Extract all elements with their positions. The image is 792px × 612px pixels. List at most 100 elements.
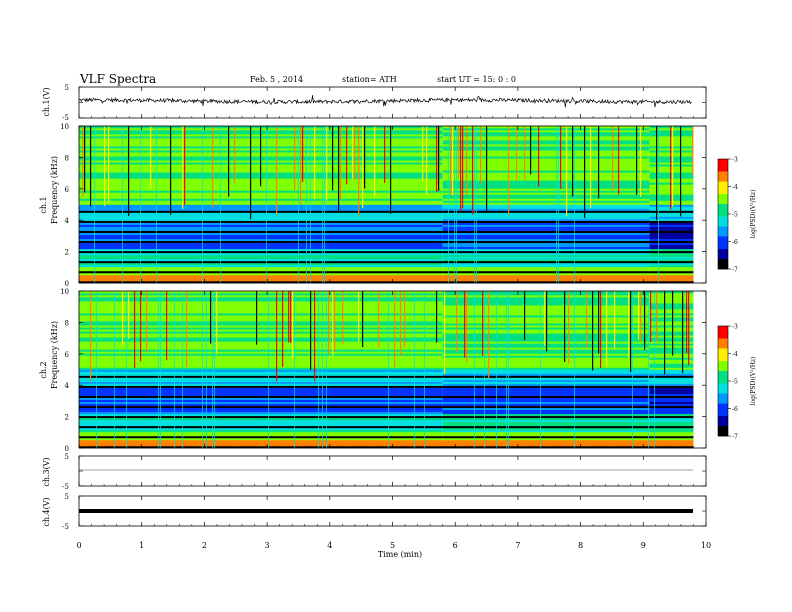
spectrogram-band [649, 134, 694, 137]
colorbar-segment [718, 221, 728, 225]
spectrogram-band [442, 200, 650, 203]
spectrogram-band [649, 409, 694, 413]
freq-tick-label: 8 [65, 319, 69, 327]
spectrogram-band [649, 315, 694, 318]
spectrogram-band [649, 443, 694, 447]
spectrogram-band [649, 174, 694, 177]
sferic-streak [288, 291, 290, 343]
spectrogram-band [442, 248, 650, 252]
spectrogram-band [442, 220, 650, 223]
sferic-streak [658, 126, 659, 283]
colorbar-tick-label: -7 [732, 267, 738, 274]
spectrogram-band [442, 184, 650, 187]
x-tick-label: 1 [139, 541, 144, 550]
colorbar-segment [718, 388, 728, 392]
spectrogram-band [649, 397, 694, 400]
spectrogram-band [649, 220, 694, 223]
spectrogram-band [442, 166, 650, 169]
spectrogram-band [79, 441, 443, 445]
spectrogram-band [442, 397, 650, 400]
spectrogram-band [649, 353, 694, 356]
spectrogram-band [442, 192, 650, 195]
sferic-streak [568, 291, 570, 364]
spectrogram-band [79, 236, 443, 240]
ch2-colorbar-label: log(PSD)(V²/Hz) [750, 357, 757, 406]
colorbar-segment [718, 401, 728, 404]
spectrogram-band [649, 323, 694, 326]
colorbar-segment [718, 161, 728, 165]
spectrogram-band [649, 264, 694, 268]
spectrogram-band [442, 228, 650, 231]
sferic-streak [688, 291, 690, 366]
colorbar-segment [718, 373, 728, 377]
colorbar-segment [718, 166, 728, 170]
spectrogram-band [442, 202, 650, 205]
sferic-streak [260, 126, 262, 187]
spectrogram-band [79, 270, 443, 274]
spectrogram-band [79, 423, 443, 427]
spectrogram-band [442, 272, 650, 276]
spectrogram-band [79, 329, 443, 332]
spectrogram-band [442, 156, 650, 159]
sferic-streak [150, 126, 152, 189]
spectrogram-band [442, 180, 650, 183]
spectrogram-band [649, 439, 694, 443]
spectrogram-band [649, 194, 694, 197]
spectrogram-band [649, 419, 694, 423]
spectrogram-band [79, 214, 443, 217]
spectrogram-band [442, 152, 650, 155]
colorbar-segment [718, 266, 728, 270]
spectrogram-band [442, 238, 650, 242]
spectrogram-band [442, 433, 650, 437]
sferic-streak [104, 126, 106, 206]
colorbar-segment [718, 236, 728, 240]
sferic-streak [452, 126, 454, 196]
spectrogram-band [79, 419, 443, 423]
spectrogram-band [442, 150, 650, 153]
colorbar-segment [718, 366, 728, 369]
sferic-streak [338, 126, 340, 212]
spectrogram-band [649, 381, 694, 384]
spectrogram-band [79, 276, 443, 280]
spectrogram-band [79, 383, 443, 386]
x-tick-label: 7 [515, 541, 520, 550]
colorbar-segment [718, 433, 728, 437]
spectrogram-band [442, 204, 650, 207]
spectrogram-band [79, 399, 443, 402]
colorbar-tick-label: -6 [732, 239, 738, 246]
colorbar-segment [718, 261, 728, 265]
spectrogram-band [649, 351, 694, 354]
ch2-spec-channel-label: ch.2 [39, 361, 48, 378]
spectrogram-band [649, 371, 694, 374]
spectrogram-band [649, 377, 694, 380]
sferic-streak [414, 291, 415, 448]
spectrogram-band [649, 327, 694, 330]
colorbar-segment [718, 393, 728, 397]
station-label: station= ATH [342, 75, 397, 84]
ch1-ylabel: ch.1(V) [42, 87, 51, 116]
spectrogram-band [442, 363, 650, 366]
sferic-streak [202, 126, 203, 283]
colorbar-segment [718, 418, 728, 422]
spectrogram-band [649, 433, 694, 437]
spectrogram-band [442, 170, 650, 173]
spectrogram-band [79, 361, 443, 364]
colorbar-segment [718, 423, 728, 427]
spectrogram-band [649, 349, 694, 352]
sferic-streak [90, 126, 92, 207]
spectrogram-band [79, 295, 443, 298]
spectrogram-band [79, 421, 443, 425]
spectrogram-band [442, 172, 650, 175]
sferic-streak [644, 291, 646, 350]
sferic-streak [300, 126, 302, 205]
spectrogram-band [649, 329, 694, 332]
sferic-streak [158, 291, 159, 448]
spectrogram-band [79, 371, 443, 374]
date-label: Feb. 5 , 2014 [250, 75, 303, 84]
sferic-streak [664, 291, 666, 375]
spectrogram-band [79, 389, 443, 392]
spectrogram-band [79, 317, 443, 320]
spectrogram-band [79, 260, 443, 264]
sferic-streak [374, 126, 376, 198]
